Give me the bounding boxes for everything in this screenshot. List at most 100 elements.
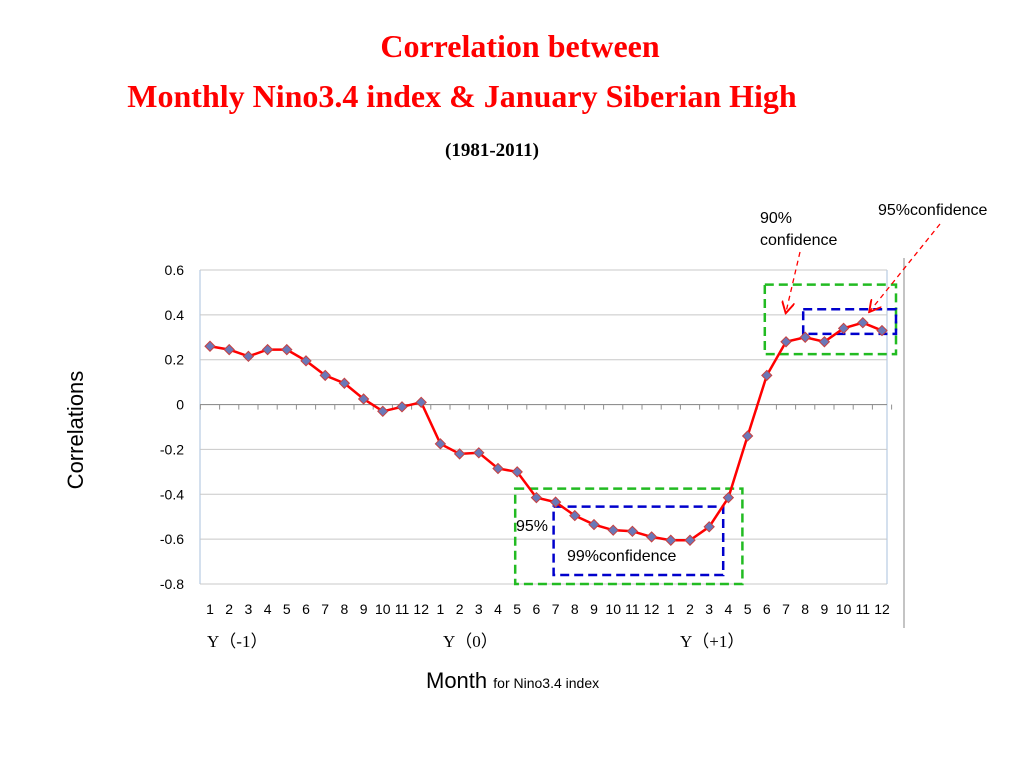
x-axis-label-main: Month bbox=[426, 668, 488, 693]
series-line bbox=[204, 317, 888, 546]
data-point-8 bbox=[357, 393, 370, 405]
y-tick-labels: 0.6 0.4 0.2 0 -0.2 -0.4 -0.6 -0.8 bbox=[160, 262, 184, 592]
y-tick--0.2: -0.2 bbox=[160, 441, 184, 457]
data-point-14 bbox=[473, 447, 485, 459]
arrow-90-confidence bbox=[786, 251, 801, 312]
x-tick-9: 10 bbox=[375, 601, 391, 617]
x-tick-labels: 1 2 3 4 5 6 7 8 9 10 11 12 1 2 3 4 5 6 7 8 9 10 11 12 1 2 3 4 5 6 7 8 9 1… bbox=[206, 601, 890, 617]
x-tick-15: 4 bbox=[494, 601, 502, 617]
y-tick--0.8: -0.8 bbox=[160, 576, 184, 592]
data-point-18 bbox=[549, 496, 562, 508]
data-point-26 bbox=[703, 521, 715, 533]
x-tick-6: 7 bbox=[321, 601, 329, 617]
confidence-box-0 bbox=[513, 487, 744, 586]
x-tick-7: 8 bbox=[341, 601, 349, 617]
gridlines bbox=[199, 258, 905, 628]
x-tick-21: 10 bbox=[605, 601, 621, 617]
x-tick-0: 1 bbox=[206, 601, 214, 617]
x-tick-11: 12 bbox=[413, 601, 429, 617]
confidence-boxes bbox=[513, 283, 898, 586]
year-label-minus1: Y（-1） bbox=[207, 632, 268, 651]
data-point-12 bbox=[434, 438, 447, 450]
x-tick-1: 2 bbox=[225, 601, 233, 617]
x-tick-35: 12 bbox=[874, 601, 890, 617]
data-point-3 bbox=[261, 343, 274, 356]
x-tick-22: 11 bbox=[625, 601, 640, 617]
data-point-10 bbox=[396, 401, 408, 413]
arrow-95-confidence bbox=[870, 223, 941, 311]
x-tick-14: 3 bbox=[475, 601, 483, 617]
confidence-box-2 bbox=[763, 283, 898, 356]
chart-title-line1: Correlation between bbox=[380, 28, 660, 64]
x-tick-19: 8 bbox=[571, 601, 579, 617]
x-tick-27: 4 bbox=[725, 601, 733, 617]
data-point-17 bbox=[530, 491, 543, 504]
data-point-28 bbox=[741, 430, 754, 442]
data-point-1 bbox=[223, 343, 235, 356]
year-label-plus1: Y（+1） bbox=[680, 632, 745, 651]
data-point-27 bbox=[722, 491, 735, 504]
x-tick-8: 9 bbox=[360, 601, 368, 617]
data-point-34 bbox=[857, 317, 869, 329]
x-tick-24: 1 bbox=[667, 601, 675, 617]
y-tick-0.4: 0.4 bbox=[165, 307, 185, 323]
y-tick-0.6: 0.6 bbox=[165, 262, 185, 278]
x-tick-23: 12 bbox=[644, 601, 660, 617]
x-tick-30: 7 bbox=[782, 601, 790, 617]
x-tick-33: 10 bbox=[836, 601, 852, 617]
x-tick-12: 1 bbox=[437, 601, 445, 617]
data-point-16 bbox=[511, 466, 523, 478]
x-tick-13: 2 bbox=[456, 601, 464, 617]
data-point-11 bbox=[415, 396, 427, 409]
data-point-6 bbox=[319, 369, 331, 382]
data-point-22 bbox=[626, 525, 639, 537]
annotation-99-confidence: 99%confidence bbox=[567, 548, 677, 565]
data-point-29 bbox=[761, 369, 773, 382]
x-tick-17: 6 bbox=[533, 601, 541, 617]
data-point-20 bbox=[588, 518, 600, 531]
x-axis-label-sub: for Nino3.4 index bbox=[493, 675, 600, 691]
data-point-31 bbox=[799, 331, 811, 343]
x-tick-32: 9 bbox=[821, 601, 829, 617]
x-tick-2: 3 bbox=[245, 601, 253, 617]
chart-period: (1981-2011) bbox=[445, 140, 539, 161]
x-tick-4: 5 bbox=[283, 601, 291, 617]
confidence-box-3 bbox=[801, 308, 898, 336]
x-axis-label: Month for Nino3.4 index bbox=[426, 668, 599, 694]
x-tick-28: 5 bbox=[744, 601, 752, 617]
x-tick-26: 3 bbox=[705, 601, 713, 617]
data-point-9 bbox=[377, 405, 389, 418]
data-point-25 bbox=[684, 534, 696, 546]
data-point-21 bbox=[607, 524, 619, 536]
annotation-95-confidence-top: 95%confidence bbox=[878, 202, 988, 219]
x-tick-16: 5 bbox=[513, 601, 521, 617]
x-tick-3: 4 bbox=[264, 601, 272, 617]
data-point-7 bbox=[338, 377, 351, 389]
x-tick-29: 6 bbox=[763, 601, 771, 617]
data-point-24 bbox=[665, 534, 677, 546]
x-tick-10: 11 bbox=[395, 601, 410, 617]
x-tick-20: 9 bbox=[590, 601, 598, 617]
x-tick-5: 6 bbox=[302, 601, 310, 617]
confidence-box-1 bbox=[552, 505, 725, 577]
data-point-30 bbox=[780, 336, 792, 348]
data-point-13 bbox=[453, 448, 466, 460]
data-point-0 bbox=[204, 340, 216, 352]
data-point-35 bbox=[876, 324, 888, 337]
y-tick-0: 0 bbox=[176, 397, 184, 413]
y-tick--0.6: -0.6 bbox=[160, 531, 184, 547]
data-point-33 bbox=[837, 322, 850, 335]
chart-title-line2: Monthly Nino3.4 index & January Siberian… bbox=[127, 78, 797, 114]
data-point-32 bbox=[818, 336, 831, 348]
x-tick-34: 11 bbox=[856, 601, 871, 617]
data-point-4 bbox=[281, 343, 293, 356]
data-point-15 bbox=[492, 462, 504, 475]
data-point-19 bbox=[569, 509, 581, 522]
y-tick-0.2: 0.2 bbox=[165, 352, 185, 368]
data-point-5 bbox=[300, 355, 312, 367]
annotation-90-confidence: 90% confidence bbox=[760, 210, 838, 249]
year-label-0: Y（0） bbox=[443, 632, 498, 651]
annotation-arrows bbox=[786, 223, 941, 312]
data-point-2 bbox=[242, 350, 255, 363]
